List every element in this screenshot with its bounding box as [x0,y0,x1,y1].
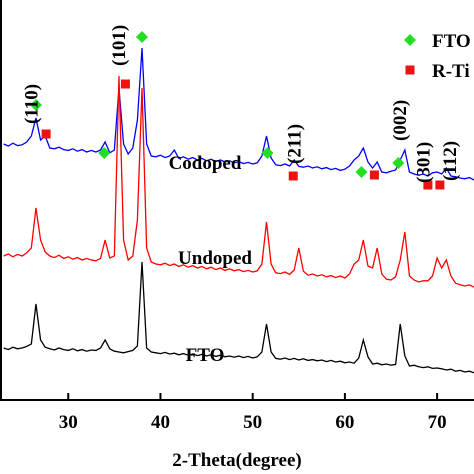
legend-marker [405,65,415,75]
x-tick-label: 60 [335,412,354,433]
x-tick-label: 40 [151,412,170,433]
peak-label: (112) [440,141,461,181]
x-tick-label: 70 [428,412,447,433]
legend-label: FTO [432,31,471,52]
series-line [3,75,474,288]
peak-marker [261,147,274,159]
peak-marker [435,180,445,190]
series-label: FTO [186,345,225,366]
peak-label: (101) [109,25,130,66]
peak-marker [355,166,368,178]
peak-label: (301) [413,142,434,183]
legend-label: R-Ti [432,61,470,82]
peak-label: (002) [390,100,411,141]
x-tick-label: 50 [243,412,262,433]
series-label: Undoped [178,248,252,269]
series-label: Codoped [169,153,242,174]
peak-label: (110) [21,84,42,124]
series-line [3,47,474,181]
peak-label: (211) [285,124,306,164]
series-line [3,261,474,374]
peak-marker [29,99,42,111]
peak-marker [288,171,298,181]
peak-marker [369,170,379,180]
peak-marker [98,147,111,159]
x-axis-label: 2-Theta(degree) [172,450,301,471]
x-tick-label: 30 [59,412,78,433]
peak-marker [423,180,433,190]
peak-marker [120,79,130,89]
peak-marker [41,129,51,139]
legend-marker [404,34,416,46]
peak-marker [136,31,149,43]
peak-marker [392,157,405,169]
